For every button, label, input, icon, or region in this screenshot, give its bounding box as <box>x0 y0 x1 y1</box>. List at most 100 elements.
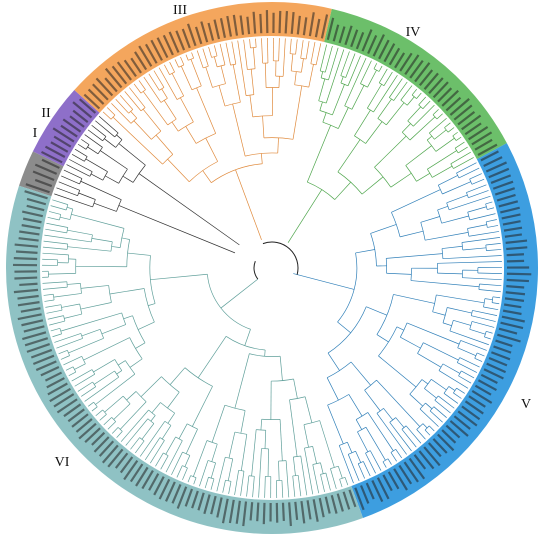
branch <box>367 84 382 109</box>
branch-arc <box>132 164 146 183</box>
leaf-label-mark <box>464 122 482 136</box>
branch <box>304 396 313 423</box>
branch-arc <box>80 333 83 339</box>
branch <box>442 255 502 260</box>
leaf-label-mark <box>67 408 85 423</box>
branch <box>78 192 96 200</box>
leaf-label-mark <box>235 500 241 524</box>
branch <box>492 296 501 299</box>
branch <box>251 429 257 477</box>
branch <box>423 342 459 361</box>
branch <box>282 38 286 77</box>
branch <box>126 391 137 401</box>
branch <box>319 420 335 468</box>
branch <box>304 447 314 495</box>
branch-arc <box>122 395 131 405</box>
leaf-label-mark <box>371 480 384 503</box>
branch <box>115 98 129 114</box>
leaf-label-mark <box>503 226 523 232</box>
branch <box>67 229 93 236</box>
leaf-label-mark <box>504 233 522 238</box>
branch <box>142 108 162 132</box>
branch <box>98 116 119 134</box>
branch <box>373 63 378 69</box>
branch <box>453 157 474 169</box>
branch <box>485 243 501 246</box>
branch <box>234 353 250 409</box>
leaf-label-mark <box>18 237 39 242</box>
branch-arc <box>469 321 473 330</box>
branch <box>91 124 107 137</box>
branch <box>193 477 197 485</box>
branch <box>84 376 119 402</box>
leaf-label-mark <box>468 125 489 141</box>
branch <box>428 425 435 432</box>
leaf-label-mark <box>324 496 331 514</box>
branch-arc <box>212 83 226 88</box>
leaf-label-mark <box>306 500 312 520</box>
branch <box>178 423 188 440</box>
branch-arc <box>66 243 69 250</box>
branch <box>486 219 497 223</box>
branch <box>250 69 255 95</box>
branch <box>486 249 502 251</box>
branch <box>348 394 363 417</box>
leaf-label-mark <box>506 272 532 276</box>
branch-arc <box>442 307 448 323</box>
branch <box>42 286 68 290</box>
branch <box>416 172 431 182</box>
leaf-label-mark <box>138 45 153 67</box>
branch <box>220 278 259 309</box>
leaf-label-mark <box>355 31 365 50</box>
leaf-label-mark <box>498 327 518 335</box>
leaf-label-mark <box>432 81 449 99</box>
branch <box>93 202 117 212</box>
leaf-label-mark <box>432 438 448 454</box>
branch <box>447 127 455 133</box>
branch <box>383 71 393 86</box>
branch <box>44 299 55 302</box>
leaf-label-mark <box>44 371 63 382</box>
branch <box>167 391 180 409</box>
branch-arc <box>327 394 350 406</box>
branch <box>332 84 345 116</box>
branch <box>452 131 458 137</box>
branch <box>232 64 241 103</box>
branch <box>137 321 155 330</box>
branch <box>434 400 451 414</box>
branch <box>216 457 226 492</box>
branch <box>93 359 115 373</box>
leaf-label-mark <box>53 393 75 408</box>
branch <box>347 442 353 453</box>
branch-arc <box>143 288 155 323</box>
branch-arc <box>224 101 241 107</box>
branch <box>71 213 125 229</box>
branch <box>339 479 343 488</box>
leaf-label-mark <box>22 331 47 341</box>
leaf-label-mark <box>144 43 158 64</box>
branch <box>42 252 69 256</box>
leaf-label-mark <box>184 488 194 507</box>
branch-arc <box>79 303 83 315</box>
leaf-label-mark <box>162 34 174 56</box>
branch <box>438 370 469 389</box>
branch <box>202 48 209 67</box>
branch <box>249 39 251 48</box>
leaf-label-mark <box>278 10 282 34</box>
leaf-label-mark <box>19 282 38 287</box>
leaf-label-mark <box>502 220 521 226</box>
leaf-label-mark <box>413 454 427 470</box>
branch <box>124 91 142 112</box>
leaf-label-mark <box>111 65 128 85</box>
leaf-label-mark <box>496 193 516 202</box>
leaf-label-mark <box>221 498 229 524</box>
branch <box>63 356 82 366</box>
branch <box>246 475 250 497</box>
branch <box>416 92 422 99</box>
branch <box>220 65 226 84</box>
branch-arc <box>66 227 69 233</box>
branch-arc <box>99 329 104 339</box>
leaf-label-mark <box>171 484 182 504</box>
branch <box>107 421 116 430</box>
